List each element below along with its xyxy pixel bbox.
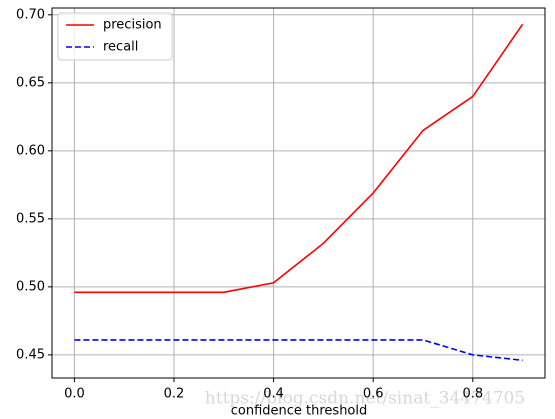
y-tick-label: 0.65 — [16, 75, 45, 90]
series-line — [74, 339, 523, 362]
x-tick-label: 0.6 — [363, 387, 384, 402]
series-line — [74, 23, 524, 294]
y-tick-label: 0.45 — [16, 347, 45, 362]
x-tick-label: 0.0 — [64, 387, 85, 402]
plot-frame — [51, 7, 546, 379]
legend-label: precision — [103, 18, 162, 33]
x-tick-label: 0.8 — [462, 387, 483, 402]
y-tick-label: 0.55 — [16, 211, 45, 226]
y-tick-label: 0.50 — [16, 279, 45, 294]
x-tick-label: 0.2 — [164, 387, 185, 402]
y-tick-label: 0.70 — [16, 7, 45, 22]
x-tick-label: 0.4 — [263, 387, 284, 402]
y-tick-label: 0.60 — [16, 143, 45, 158]
x-axis-label: confidence threshold — [231, 404, 368, 419]
legend-label: recall — [103, 40, 138, 55]
watermark: https://blog.csdn.net/sinat_34474705 — [205, 389, 525, 409]
